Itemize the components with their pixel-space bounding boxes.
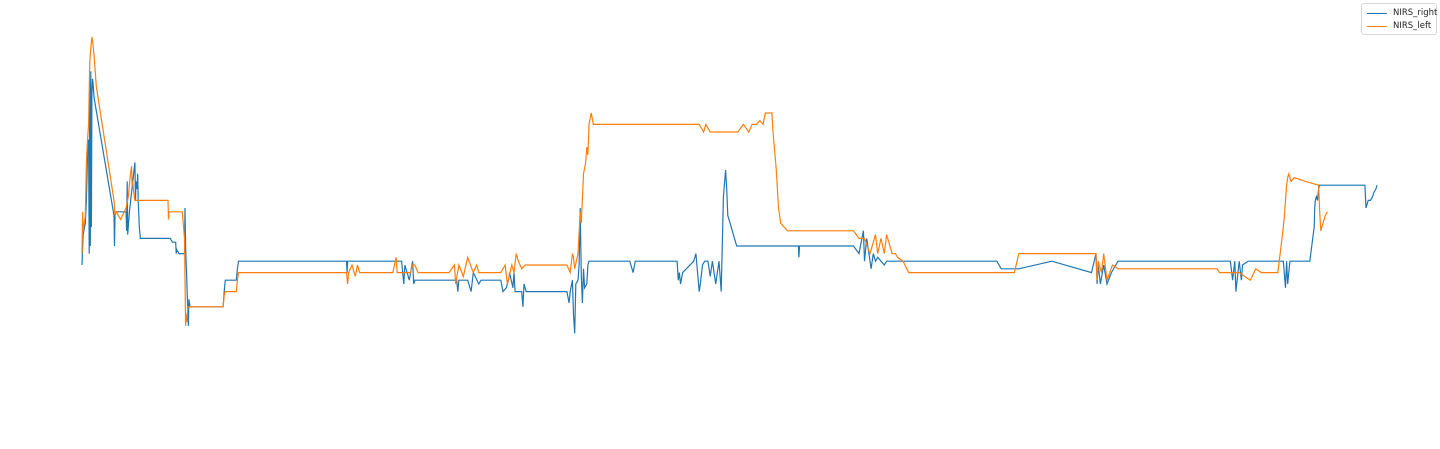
legend: NIRS_right NIRS_left [1361,3,1437,35]
series-line-nirs-left [81,36,1328,326]
legend-label-nirs-left: NIRS_left [1393,21,1432,31]
series-layer [81,36,1378,334]
series-line-nirs-right [81,71,1378,334]
legend-label-nirs-right: NIRS_right [1393,8,1438,18]
legend-swatch-nirs-left [1367,25,1387,27]
legend-entry-nirs-left: NIRS_left [1367,20,1431,32]
legend-swatch-nirs-right [1367,12,1387,14]
legend-entry-nirs-right: NIRS_right [1367,7,1437,19]
